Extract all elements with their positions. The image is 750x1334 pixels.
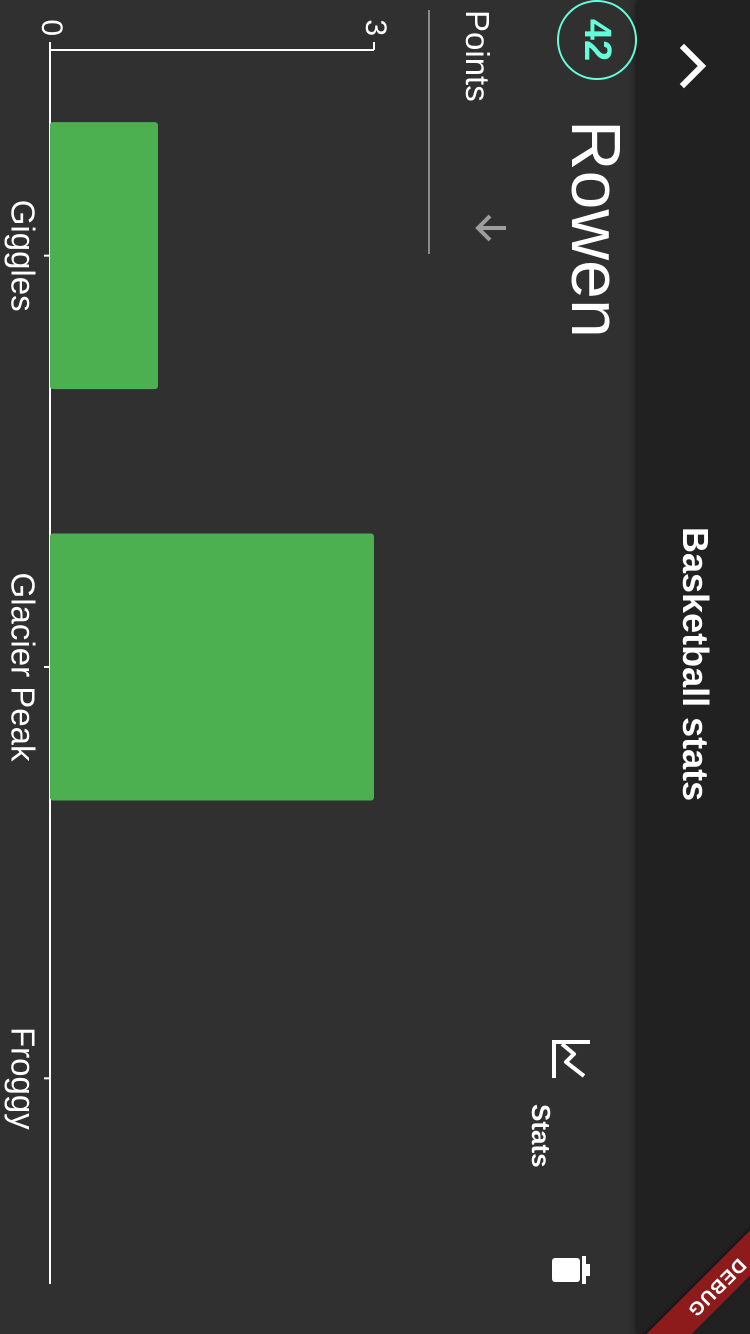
bar-giggles (50, 122, 158, 390)
arrow-icon (475, 214, 506, 242)
category-label: Giggles (4, 200, 41, 312)
tab-stats[interactable]: Stats (508, 1030, 598, 1190)
bar-glacier-peak (50, 533, 374, 801)
app-title: Basketball stats (675, 527, 716, 802)
metric-dropdown[interactable]: Points (428, 10, 510, 254)
category-label: Glacier Peak (4, 573, 41, 762)
metric-selected-value: Points (459, 10, 496, 102)
value-tick-label: 0 (35, 19, 68, 36)
player-number: 42 (576, 18, 619, 62)
player-number-badge: 42 (557, 0, 637, 80)
tab-stats-label: Stats (526, 1104, 556, 1168)
value-tick-label: 3 (359, 19, 392, 36)
chevron-up-icon[interactable] (668, 40, 720, 92)
trash-icon[interactable] (550, 1250, 590, 1290)
player-name: Rowen (557, 120, 635, 338)
category-label: Froggy (4, 1027, 41, 1130)
app-bar: Basketball stats (638, 0, 750, 1334)
points-bar-chart: 0 3 Giggles Glacier Peak Froggy (4, 19, 392, 1284)
show-chart-icon (552, 1040, 590, 1078)
